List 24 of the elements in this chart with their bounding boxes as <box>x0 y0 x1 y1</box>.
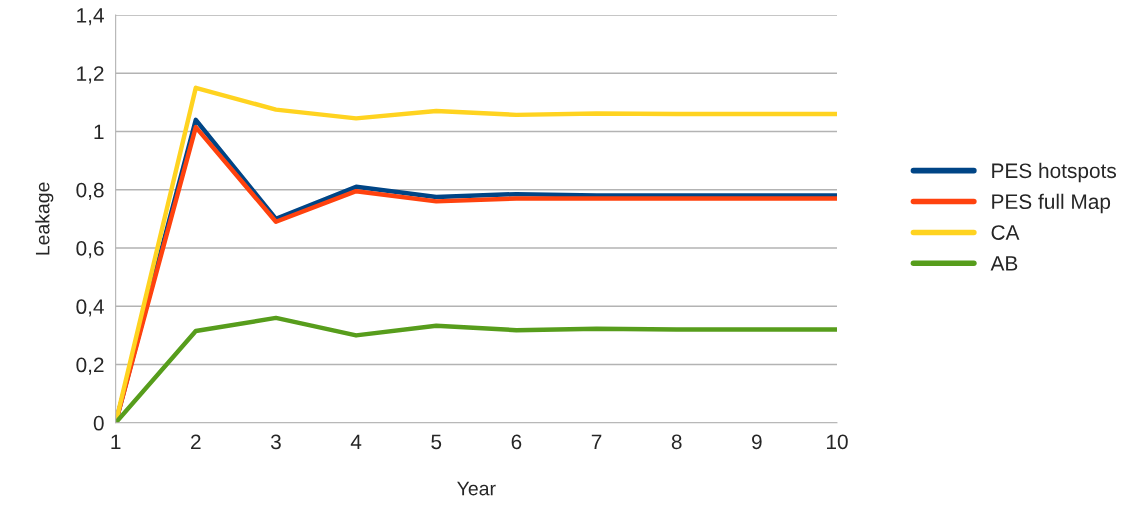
y-tick-label: 0 <box>93 415 104 431</box>
y-tick-label: 1,2 <box>77 66 104 84</box>
x-tick-label: 2 <box>191 434 201 450</box>
y-axis-title: Leakage <box>35 182 54 255</box>
legend-label: PES hotspots <box>992 162 1117 183</box>
y-tick-label: 0,4 <box>76 299 104 317</box>
x-tick-label: 3 <box>270 434 281 450</box>
x-tick-label: 10 <box>827 434 848 450</box>
y-tick-label: 0,6 <box>76 241 104 259</box>
y-tick-label: 1 <box>94 124 104 140</box>
x-tick-label: 6 <box>511 434 522 450</box>
x-tick-label: 1 <box>111 434 121 450</box>
y-tick-label: 0,8 <box>76 182 104 200</box>
x-tick-label: 9 <box>752 434 762 450</box>
x-axis-title: Year <box>457 481 496 496</box>
x-tick-label: 4 <box>350 434 362 450</box>
legend-label: AB <box>990 256 1018 271</box>
x-tick-label: 7 <box>591 434 602 450</box>
legend-label: PES full Map <box>992 193 1111 214</box>
y-tick-label: 0,2 <box>76 357 104 375</box>
x-tick-label: 5 <box>431 434 442 450</box>
legend-label: CA <box>991 225 1020 240</box>
x-tick-label: 8 <box>671 434 682 450</box>
y-tick-label: 1,4 <box>77 8 104 26</box>
